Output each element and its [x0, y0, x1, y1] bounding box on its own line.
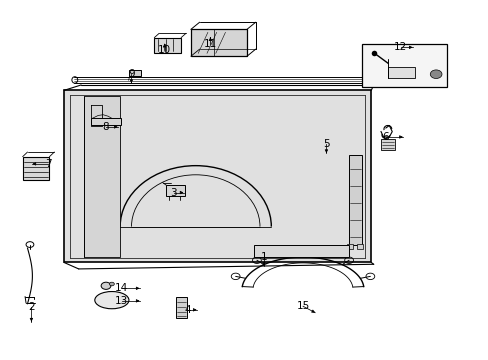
Bar [91, 118, 121, 125]
Bar [348, 155, 361, 244]
Text: 8: 8 [102, 122, 109, 132]
Bar [129, 69, 141, 76]
Text: 12: 12 [393, 42, 407, 52]
Text: 13: 13 [115, 296, 128, 306]
Text: 1: 1 [260, 252, 267, 262]
Circle shape [101, 282, 111, 289]
Bar [22, 157, 49, 180]
Circle shape [429, 70, 441, 78]
Text: 14: 14 [115, 283, 128, 293]
Text: 3: 3 [170, 188, 177, 198]
Bar [83, 96, 120, 257]
Text: 10: 10 [158, 45, 171, 55]
Bar [356, 244, 362, 249]
Text: 6: 6 [382, 132, 388, 142]
Text: 11: 11 [203, 39, 217, 49]
Text: 5: 5 [323, 139, 329, 149]
Bar [190, 30, 246, 56]
Bar [166, 185, 184, 196]
Bar [361, 44, 446, 87]
Text: 7: 7 [45, 159, 52, 169]
Bar [154, 38, 181, 53]
Text: 2: 2 [28, 302, 35, 312]
Bar [64, 90, 370, 262]
Circle shape [109, 282, 114, 286]
Text: 9: 9 [128, 69, 134, 79]
Bar [387, 67, 414, 78]
Ellipse shape [95, 292, 129, 309]
Bar [176, 297, 186, 318]
Text: 15: 15 [296, 301, 309, 311]
Bar [346, 244, 352, 249]
Bar [380, 139, 394, 149]
Bar [254, 244, 348, 257]
Text: 4: 4 [184, 305, 190, 315]
